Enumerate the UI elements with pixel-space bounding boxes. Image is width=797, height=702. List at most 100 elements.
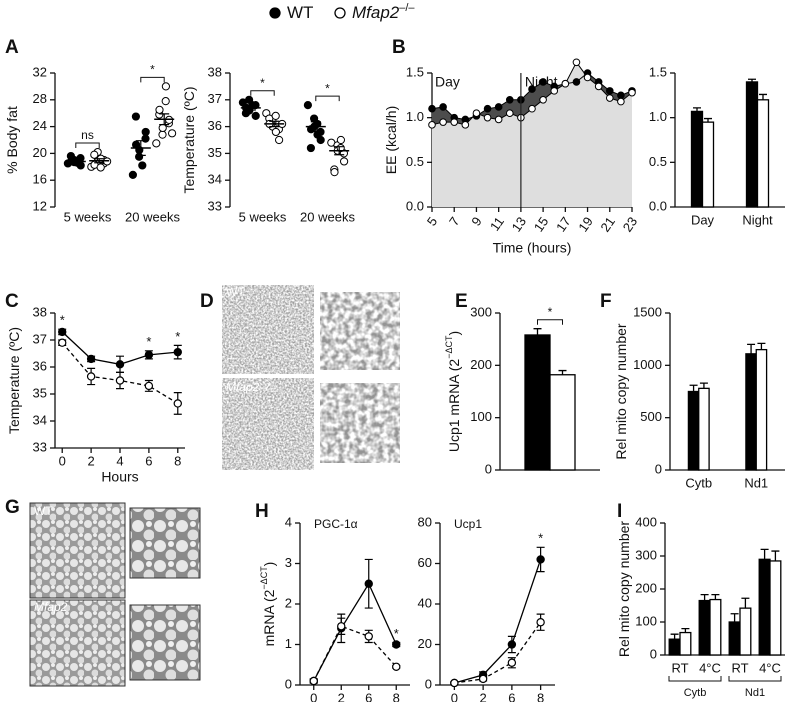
y-axis-label-end: ) — [446, 331, 462, 336]
y-axis-label: % Body fat — [4, 106, 20, 174]
y-axis-label: Temperature (ºC) — [181, 86, 197, 193]
micrograph-zoom — [319, 291, 401, 371]
data-point — [131, 112, 140, 121]
data-point — [275, 135, 284, 145]
annotation: * — [175, 329, 180, 344]
data-point — [528, 104, 536, 113]
x-tick-label: Night — [742, 212, 773, 227]
x-tick-label: 5 — [424, 214, 440, 229]
y-tick-label: 400 — [635, 514, 657, 529]
data-point — [309, 676, 318, 686]
micrograph-zoom — [129, 507, 201, 579]
data-point — [336, 135, 345, 145]
y-axis-label: Rel mito copy number — [613, 323, 629, 460]
data-point — [507, 658, 517, 667]
x-tick-label: 21 — [597, 214, 618, 234]
chart-title: Ucp1 — [454, 517, 482, 531]
data-point — [507, 640, 517, 649]
x-tick-label: RT — [731, 660, 748, 675]
y-tick-label: 100 — [635, 613, 657, 628]
data-point — [168, 129, 177, 138]
data-point — [337, 622, 346, 631]
x-tick-label: 2 — [338, 690, 345, 702]
y-tick-label: 36 — [33, 358, 47, 373]
image-label: WT — [226, 285, 245, 299]
data-point — [572, 58, 581, 67]
micrograph — [221, 377, 315, 471]
data-point — [128, 170, 137, 179]
chart-title: PGC-1α — [314, 517, 358, 531]
data-point — [306, 143, 315, 153]
y-tick-label: 20 — [418, 636, 432, 651]
y-tick-label: 1.5 — [649, 64, 667, 79]
annotation: * — [394, 626, 399, 641]
data-point — [392, 640, 401, 649]
x-tick-label: Cytb — [685, 475, 712, 490]
y-axis-label-text: Temperature (ºC) — [6, 327, 22, 434]
y-tick-label: 35 — [33, 385, 47, 400]
y-axis-label-text: % Body fat — [4, 106, 20, 174]
y-tick-label: 200 — [635, 580, 657, 595]
y-tick-label: 36 — [208, 118, 222, 133]
data-point — [173, 347, 182, 357]
error-bar — [70, 159, 81, 164]
legend-label: WT — [287, 3, 313, 22]
x-tick-label: 6 — [508, 690, 515, 702]
data-point — [313, 130, 322, 139]
error-bar — [310, 121, 321, 133]
micrograph-zoom — [319, 382, 401, 464]
y-tick-label: 12 — [33, 198, 47, 213]
error-bar — [670, 633, 679, 640]
x-tick-label: 4 — [116, 453, 123, 468]
annotation: Day — [435, 74, 460, 90]
y-tick-label: 40 — [418, 595, 432, 610]
data-point — [138, 161, 147, 170]
image-label: WT — [34, 504, 53, 518]
significance-bracket — [537, 319, 563, 325]
x-tick-label: 8 — [537, 690, 544, 702]
bar — [698, 599, 711, 656]
group-label: Cytb — [684, 687, 707, 699]
x-tick-label: RT — [671, 660, 688, 675]
error-bar — [771, 550, 780, 561]
data-point — [158, 130, 167, 139]
y-tick-label: 20 — [33, 145, 47, 160]
data-point — [144, 381, 154, 391]
y-tick-label: 1.0 — [406, 109, 424, 124]
data-point — [340, 157, 349, 166]
y-tick-label: 34 — [208, 172, 222, 187]
panel-label: C — [5, 291, 19, 312]
legend-marker — [334, 7, 346, 19]
legend-label: Mfap2–/– — [352, 2, 415, 23]
data-point — [364, 632, 373, 641]
error-bar — [730, 613, 739, 622]
data-point — [594, 82, 603, 91]
bar — [679, 631, 692, 656]
error-bar — [269, 120, 280, 128]
x-tick-label: 2 — [480, 690, 487, 702]
y-axis-label: mRNA (2−ΔCT) — [259, 562, 276, 647]
x-tick-label: 19 — [575, 214, 596, 234]
error-bar — [681, 627, 690, 633]
significance-bracket — [250, 90, 275, 96]
x-tick-label: 4°C — [699, 660, 721, 675]
x-tick-label: Day — [691, 212, 715, 227]
data-point — [583, 73, 592, 82]
panel-label: A — [5, 37, 19, 58]
micrographs-g — [29, 502, 201, 687]
data-point — [605, 87, 614, 95]
y-tick-label: 28 — [33, 91, 47, 106]
error-bar — [704, 117, 712, 123]
y-tick-label: 34 — [33, 412, 47, 427]
data-point — [115, 360, 125, 369]
data-point — [439, 118, 447, 126]
panel-label: I — [617, 501, 622, 522]
data-point — [428, 104, 436, 113]
y-tick-label: 500 — [640, 409, 662, 424]
error-bar — [711, 593, 720, 600]
data-point — [392, 662, 401, 671]
x-tick-label: 2 — [87, 453, 94, 468]
y-tick-label: 35 — [208, 145, 222, 160]
data-point — [271, 111, 280, 120]
error-bar — [135, 140, 146, 157]
